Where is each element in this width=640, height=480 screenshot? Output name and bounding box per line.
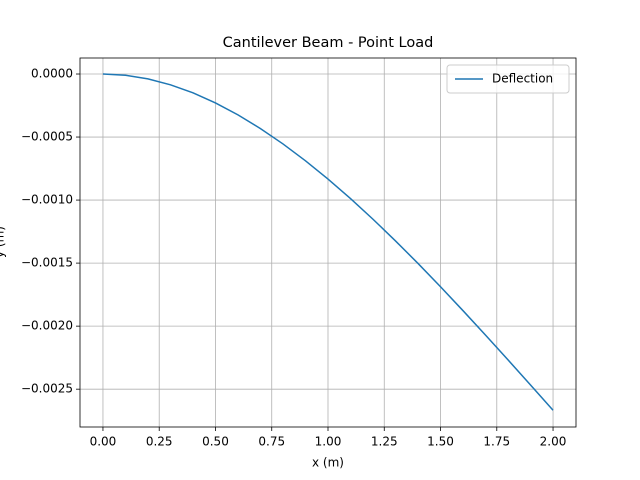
x-tick-label: 0.25 — [146, 435, 173, 449]
y-tick-label: 0.0000 — [31, 67, 73, 81]
y-axis-label: y (m) — [0, 226, 7, 258]
x-tick-label: 1.75 — [483, 435, 510, 449]
y-tick-label: −0.0020 — [21, 319, 73, 333]
data-line — [102, 73, 554, 411]
x-tick-label: 0.50 — [202, 435, 229, 449]
legend-label: Deflection — [492, 72, 553, 86]
chart-title: Cantilever Beam - Point Load — [223, 35, 434, 51]
x-tick-label: 0.75 — [258, 435, 285, 449]
x-tick-label: 1.00 — [315, 435, 342, 449]
x-tick-label: 2.00 — [540, 435, 567, 449]
y-tick-label: −0.0005 — [21, 130, 73, 144]
x-axis-label: x (m) — [312, 456, 344, 470]
legend-box — [446, 64, 570, 94]
x-tick-label: 1.50 — [427, 435, 454, 449]
plot-frame — [79, 57, 577, 428]
y-tick-label: −0.0010 — [21, 193, 73, 207]
legend: Deflection — [446, 64, 570, 94]
x-tick-label: 1.25 — [371, 435, 398, 449]
y-tick-label: −0.0015 — [21, 256, 73, 270]
x-tick-label: 0.00 — [90, 435, 117, 449]
y-tick-label: −0.0025 — [21, 382, 73, 396]
